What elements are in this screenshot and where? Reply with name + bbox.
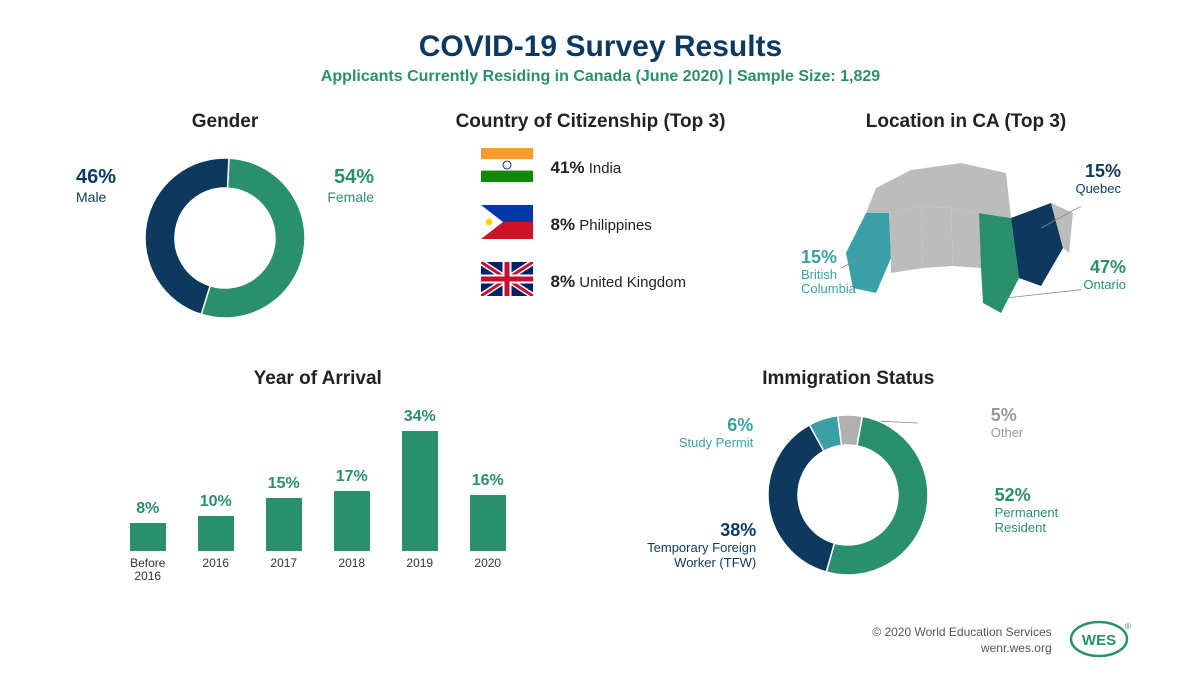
gender-male-text: Male bbox=[76, 189, 116, 205]
location-panel: Location in CA (Top 3) bbox=[801, 111, 1131, 348]
gender-female-pct: 54% bbox=[327, 166, 374, 189]
immigration-panel: Immigration Status 6% Study Permit 5% Ot… bbox=[598, 368, 1098, 615]
map-mb bbox=[951, 208, 981, 268]
immi-pr-label: 52% Permanent Resident bbox=[995, 485, 1059, 536]
immigration-chart: 6% Study Permit 5% Other 52% Permanent R… bbox=[598, 405, 1098, 615]
arrival-bar bbox=[334, 491, 370, 551]
top-row: Gender 46% Male 54% Female Country of Ci… bbox=[70, 111, 1131, 348]
immigration-title: Immigration Status bbox=[598, 368, 1098, 390]
gender-male-pct: 46% bbox=[76, 166, 116, 189]
arrival-bar-col: 17% 2018 bbox=[327, 468, 377, 585]
svg-text:WES: WES bbox=[1082, 632, 1116, 649]
arrival-bar-col: 10% 2016 bbox=[191, 493, 241, 585]
arrival-bar bbox=[130, 523, 166, 551]
immi-tfw-label: 38% Temporary Foreign Worker (TFW) bbox=[616, 520, 756, 571]
arrival-chart: 8% Before 2016 10% 2016 15% 2017 17% 201… bbox=[103, 405, 533, 585]
svg-text:®: ® bbox=[1125, 622, 1131, 631]
arrival-bar-col: 16% 2020 bbox=[463, 472, 513, 585]
location-bc-label: 15% British Columbia bbox=[801, 248, 856, 296]
arrival-bar-col: 15% 2017 bbox=[259, 475, 309, 585]
arrival-bar-pct: 34% bbox=[404, 408, 436, 426]
gender-chart: 46% Male 54% Female bbox=[70, 148, 380, 348]
infographic-container: COVID-19 Survey Results Applicants Curre… bbox=[0, 0, 1201, 635]
location-quebec-label: 15% Quebec bbox=[1075, 162, 1121, 196]
arrival-bar-label: 2020 bbox=[474, 557, 501, 585]
citizenship-text: 41% India bbox=[551, 158, 622, 178]
arrival-bar-pct: 8% bbox=[136, 500, 159, 518]
arrival-bar-pct: 10% bbox=[200, 493, 232, 511]
arrival-bar-label: Before 2016 bbox=[130, 557, 165, 585]
wes-logo: WES ® bbox=[1067, 619, 1131, 662]
gender-male-label: 46% Male bbox=[76, 166, 116, 205]
arrival-bar-col: 34% 2019 bbox=[395, 408, 445, 585]
arrival-bar bbox=[198, 516, 234, 551]
citizenship-text: 8% United Kingdom bbox=[551, 272, 686, 292]
page-subtitle: Applicants Currently Residing in Canada … bbox=[70, 68, 1131, 86]
flag-icon bbox=[481, 205, 533, 244]
arrival-bar-pct: 17% bbox=[336, 468, 368, 486]
citizenship-row: 8% Philippines bbox=[481, 205, 652, 244]
arrival-bar-pct: 15% bbox=[268, 475, 300, 493]
gender-female-text: Female bbox=[327, 189, 374, 205]
location-chart: 15% Quebec 47% Ontario 15% British Colum… bbox=[801, 148, 1131, 348]
gender-female-label: 54% Female bbox=[327, 166, 374, 205]
map-ab bbox=[889, 206, 923, 273]
arrival-bar-label: 2018 bbox=[338, 557, 365, 585]
flag-icon bbox=[481, 262, 533, 301]
immi-other-label: 5% Other bbox=[991, 405, 1024, 441]
citizenship-title: Country of Citizenship (Top 3) bbox=[426, 111, 756, 133]
gender-donut bbox=[145, 158, 305, 318]
flag-icon bbox=[481, 148, 533, 187]
immigration-donut bbox=[768, 415, 928, 575]
arrival-title: Year of Arrival bbox=[103, 368, 533, 390]
map-sk bbox=[921, 206, 953, 268]
arrival-bar-label: 2017 bbox=[270, 557, 297, 585]
bottom-row: Year of Arrival 8% Before 2016 10% 2016 … bbox=[70, 368, 1131, 615]
footer: © 2020 World Education Services wenr.wes… bbox=[872, 619, 1131, 662]
citizenship-list: 41% India 8% Philippines 8% United Kingd… bbox=[426, 148, 756, 301]
citizenship-row: 8% United Kingdom bbox=[481, 262, 686, 301]
citizenship-text: 8% Philippines bbox=[551, 215, 652, 235]
gender-title: Gender bbox=[70, 111, 380, 133]
canada-map bbox=[841, 158, 1081, 328]
arrival-bar bbox=[470, 495, 506, 551]
location-ontario-label: 47% Ontario bbox=[1083, 258, 1126, 292]
page-title: COVID-19 Survey Results bbox=[70, 30, 1131, 64]
arrival-panel: Year of Arrival 8% Before 2016 10% 2016 … bbox=[103, 368, 533, 615]
arrival-bar bbox=[266, 498, 302, 551]
location-title: Location in CA (Top 3) bbox=[801, 111, 1131, 133]
arrival-bar-col: 8% Before 2016 bbox=[123, 500, 173, 585]
header: COVID-19 Survey Results Applicants Curre… bbox=[70, 30, 1131, 86]
arrival-bar-pct: 16% bbox=[472, 472, 504, 490]
immi-study-label: 6% Study Permit bbox=[653, 415, 753, 451]
citizenship-panel: Country of Citizenship (Top 3) 41% India… bbox=[426, 111, 756, 348]
arrival-bar bbox=[402, 431, 438, 551]
citizenship-row: 41% India bbox=[481, 148, 622, 187]
arrival-bar-label: 2016 bbox=[202, 557, 229, 585]
arrival-bar-label: 2019 bbox=[406, 557, 433, 585]
gender-panel: Gender 46% Male 54% Female bbox=[70, 111, 380, 348]
footer-text: © 2020 World Education Services wenr.wes… bbox=[872, 625, 1051, 656]
